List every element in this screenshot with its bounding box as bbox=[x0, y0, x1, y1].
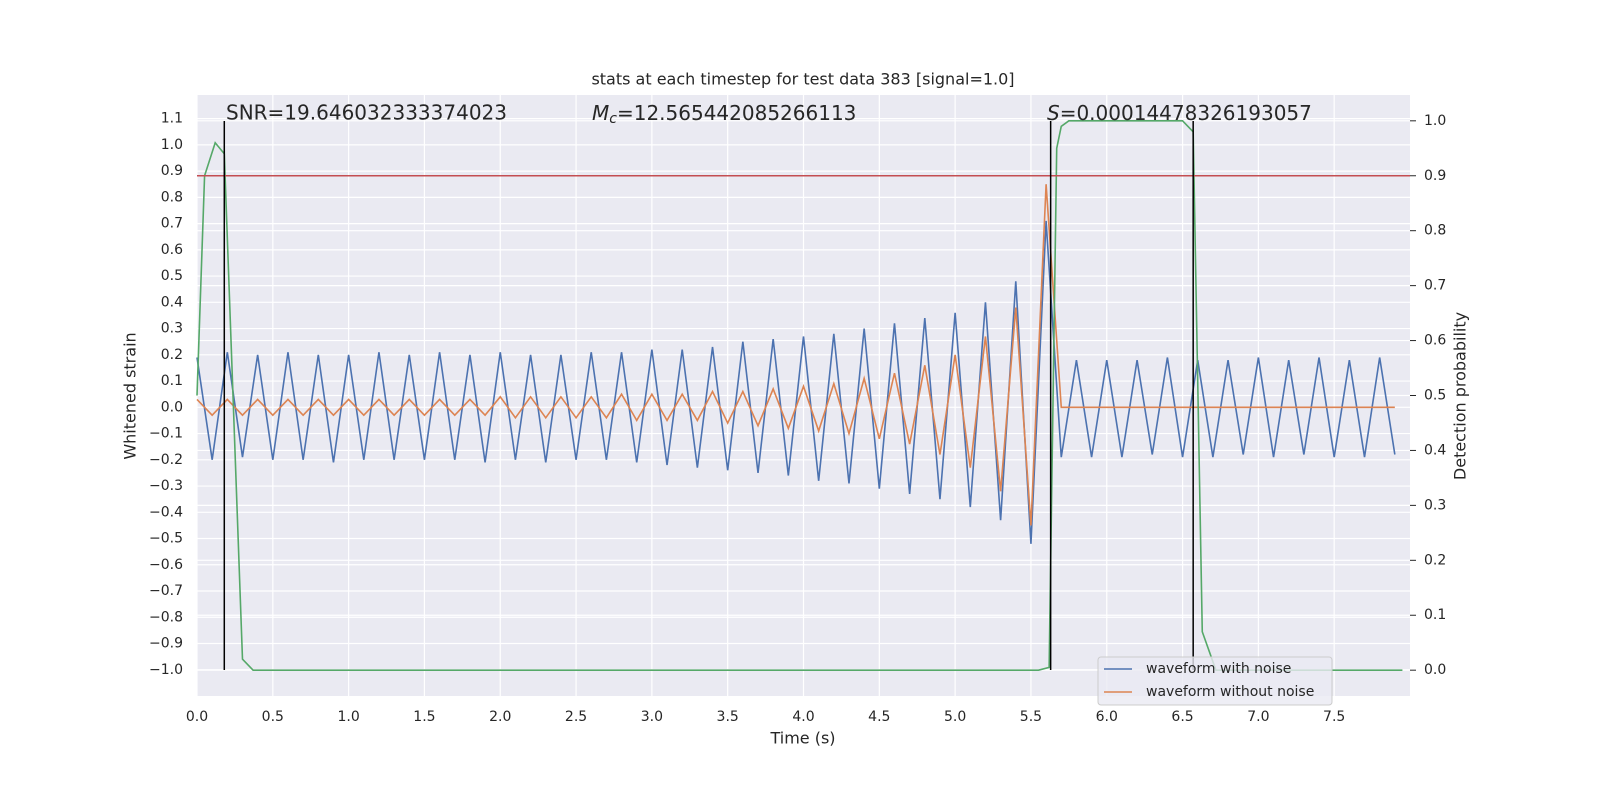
y-axis-label: Whitened strain bbox=[121, 332, 140, 459]
x-tick-label: 5.0 bbox=[944, 709, 966, 725]
y-tick-label: 0.4 bbox=[161, 294, 183, 310]
annotation: Mc=12.565442085266113 bbox=[592, 101, 856, 128]
annotation-symbol: M bbox=[592, 101, 609, 125]
x-tick-label: 3.5 bbox=[717, 709, 739, 725]
y2-tick-label: 1.0 bbox=[1424, 113, 1446, 129]
x-tick-label: 2.5 bbox=[565, 709, 587, 725]
y-tick-label: 1.0 bbox=[161, 137, 183, 153]
y2-tick-label: 0.9 bbox=[1424, 168, 1446, 184]
y-tick-label: −0.6 bbox=[149, 557, 183, 573]
y2-tick-label: 0.6 bbox=[1424, 333, 1446, 349]
chart-title: stats at each timestep for test data 383… bbox=[591, 70, 1014, 89]
annotation: S=0.00014478326193057 bbox=[1047, 101, 1312, 125]
x-tick-label: 2.0 bbox=[489, 709, 511, 725]
x-axis-label: Time (s) bbox=[769, 729, 835, 748]
y2-tick-label: 0.3 bbox=[1424, 497, 1446, 513]
annotation-symbol: S bbox=[1047, 101, 1060, 125]
y-tick-label: 0.6 bbox=[161, 242, 183, 258]
legend-label: waveform with noise bbox=[1146, 661, 1291, 677]
annotation-subscript: c bbox=[609, 111, 617, 127]
y-tick-label: 0.8 bbox=[161, 189, 183, 205]
legend-box bbox=[1097, 656, 1333, 706]
y-tick-label: −1.0 bbox=[149, 662, 183, 678]
x-tick-label: 6.5 bbox=[1171, 709, 1193, 725]
annotation-text: =12.565442085266113 bbox=[617, 101, 856, 125]
x-tick-label: 4.0 bbox=[792, 709, 814, 725]
annotation: SNR=19.646032333374023 bbox=[226, 101, 507, 125]
y-tick-label: −0.2 bbox=[149, 452, 183, 468]
y-tick-label: −0.1 bbox=[149, 426, 183, 442]
x-tick-label: 6.0 bbox=[1096, 709, 1118, 725]
x-tick-label: 0.5 bbox=[262, 709, 284, 725]
y2-tick-label: 0.5 bbox=[1424, 388, 1446, 404]
y-tick-label: 0.7 bbox=[161, 216, 183, 232]
x-tick-label: 1.0 bbox=[337, 709, 359, 725]
y2-tick-label: 0.0 bbox=[1424, 662, 1446, 678]
legend-label: waveform without noise bbox=[1146, 684, 1314, 700]
y2-axis-label: Detection probability bbox=[1451, 312, 1470, 480]
y-tick-label: −0.5 bbox=[149, 531, 183, 547]
y-tick-label: −0.3 bbox=[149, 478, 183, 494]
x-tick-label: 0.0 bbox=[186, 709, 208, 725]
y-tick-label: −0.4 bbox=[149, 504, 183, 520]
y2-tick-label: 0.2 bbox=[1424, 552, 1446, 568]
y-tick-label: 0.3 bbox=[161, 321, 183, 337]
x-tick-label: 4.5 bbox=[868, 709, 890, 725]
x-tick-label: 3.0 bbox=[641, 709, 663, 725]
x-tick-label: 1.5 bbox=[413, 709, 435, 725]
y2-tick-label: 0.4 bbox=[1424, 442, 1446, 458]
x-tick-label: 7.5 bbox=[1323, 709, 1345, 725]
y-tick-label: −0.8 bbox=[149, 609, 183, 625]
y-tick-label: −0.9 bbox=[149, 636, 183, 652]
series-line bbox=[196, 184, 1395, 526]
y2-tick-label: 0.8 bbox=[1424, 223, 1446, 239]
y2-tick-label: 0.7 bbox=[1424, 278, 1446, 294]
y-tick-label: 0.0 bbox=[161, 399, 183, 415]
x-tick-label: 7.0 bbox=[1247, 709, 1269, 725]
y2-tick-label: 0.1 bbox=[1424, 607, 1446, 623]
y-tick-label: 0.5 bbox=[161, 268, 183, 284]
y-tick-label: 0.1 bbox=[161, 373, 183, 389]
y-tick-label: 1.1 bbox=[161, 111, 183, 127]
annotation-text: =0.00014478326193057 bbox=[1060, 101, 1312, 125]
series-line bbox=[196, 120, 1403, 671]
y-tick-label: 0.9 bbox=[161, 163, 183, 179]
x-tick-label: 5.5 bbox=[1020, 709, 1042, 725]
y-tick-label: −0.7 bbox=[149, 583, 183, 599]
y-tick-label: 0.2 bbox=[161, 347, 183, 363]
